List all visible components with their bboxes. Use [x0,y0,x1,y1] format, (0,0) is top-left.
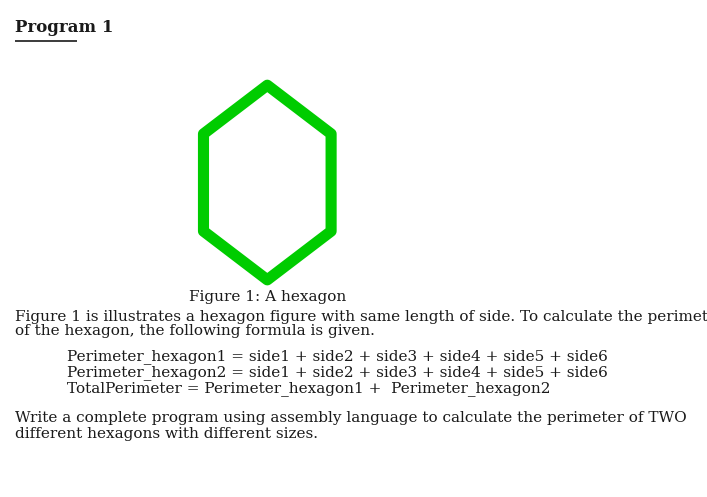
Text: Figure 1 is illustrates a hexagon figure with same length of side. To calculate : Figure 1 is illustrates a hexagon figure… [15,310,707,324]
Text: TotalPerimeter = Perimeter_hexagon1 +  Perimeter_hexagon2: TotalPerimeter = Perimeter_hexagon1 + Pe… [67,381,551,396]
Text: Perimeter_hexagon1 = side1 + side2 + side3 + side4 + side5 + side6: Perimeter_hexagon1 = side1 + side2 + sid… [67,349,608,363]
Text: of the hexagon, the following formula is given.: of the hexagon, the following formula is… [15,324,375,338]
Text: Write a complete program using assembly language to calculate the perimeter of T: Write a complete program using assembly … [15,411,686,425]
Text: Figure 1: A hexagon: Figure 1: A hexagon [189,290,346,304]
Text: Perimeter_hexagon2 = side1 + side2 + side3 + side4 + side5 + side6: Perimeter_hexagon2 = side1 + side2 + sid… [67,365,608,380]
Text: Program 1: Program 1 [15,19,113,36]
Text: different hexagons with different sizes.: different hexagons with different sizes. [15,427,317,441]
